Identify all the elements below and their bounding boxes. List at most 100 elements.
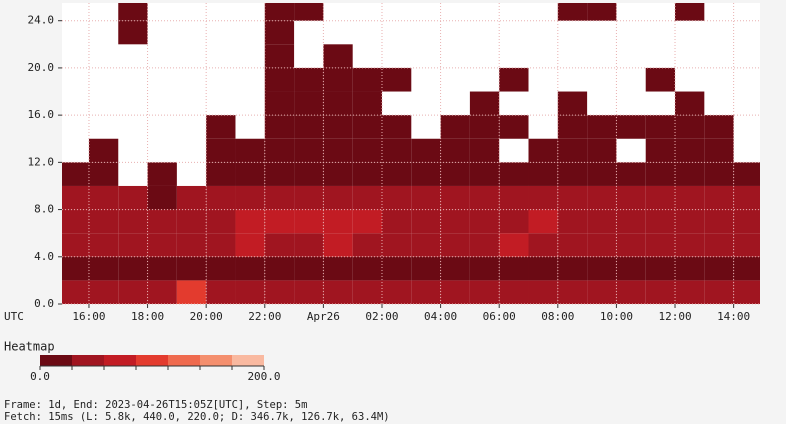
heatmap-cell [411, 185, 441, 210]
legend-swatch [104, 355, 136, 366]
heatmap-cell [675, 256, 705, 281]
heatmap-cell [528, 256, 558, 281]
heatmap-cell [587, 209, 617, 234]
heatmap-cell [235, 233, 265, 257]
x-tick-label: 02:00 [365, 310, 398, 323]
heatmap-cell [352, 67, 382, 92]
x-tick-label: 16:00 [72, 310, 105, 323]
heatmap-cell [176, 185, 207, 210]
heatmap-cell [587, 115, 617, 139]
legend-min: 0.0 [30, 370, 50, 383]
heatmap-cell [440, 185, 470, 210]
heatmap-cell [235, 185, 265, 210]
heatmap-cell [176, 233, 207, 257]
heatmap-cell [440, 233, 470, 257]
heatmap-cell [499, 233, 529, 257]
x-tick-label: 04:00 [424, 310, 457, 323]
heatmap-cell [88, 138, 119, 163]
heatmap-cell [294, 162, 324, 186]
heatmap-cell [235, 256, 265, 281]
heatmap-cell [440, 209, 470, 234]
x-tick-label: 08:00 [541, 310, 574, 323]
heatmap-cell [62, 162, 89, 186]
heatmap-cell [323, 115, 353, 139]
legend-swatch [72, 355, 104, 366]
heatmap-cell [88, 256, 119, 281]
y-tick-label: 4.0 [34, 250, 54, 263]
heatmap-cell [469, 162, 500, 186]
heatmap-cell [206, 209, 236, 234]
heatmap-cell [645, 138, 676, 163]
heatmap-cell [557, 256, 588, 281]
heatmap-cell [587, 280, 617, 304]
heatmap-cell [62, 209, 89, 234]
y-tick-label: 12.0 [28, 155, 55, 168]
heatmap-cell [557, 185, 588, 210]
heatmap-cell [294, 115, 324, 139]
heatmap-cell [411, 233, 441, 257]
heatmap-cell [528, 162, 558, 186]
heatmap-cell [557, 162, 588, 186]
heatmap-cell [675, 91, 705, 116]
heatmap-cell [557, 209, 588, 234]
heatmap-cell [206, 115, 236, 139]
heatmap-cell [264, 67, 295, 92]
heatmap-cell [557, 233, 588, 257]
x-tick-label: 10:00 [600, 310, 633, 323]
legend-swatch [232, 355, 264, 366]
heatmap-cell [323, 233, 353, 257]
heatmap-cell [411, 256, 441, 281]
heatmap-cell [323, 256, 353, 281]
heatmap-cell [528, 138, 558, 163]
heatmap-cell [147, 256, 177, 281]
heatmap-cell [176, 256, 207, 281]
heatmap-cell [352, 91, 382, 116]
heatmap-cell [264, 20, 295, 45]
heatmap-cell [440, 115, 470, 139]
heatmap-cell [440, 280, 470, 304]
heatmap-cell [206, 162, 236, 186]
heatmap-cell [206, 138, 236, 163]
heatmap-cell [499, 185, 529, 210]
x-tick-label: 22:00 [248, 310, 281, 323]
heatmap-cell [616, 233, 646, 257]
heatmap-cell [147, 185, 177, 210]
heatmap-cell [147, 280, 177, 304]
heatmap-cell [440, 162, 470, 186]
heatmap-cell [733, 209, 760, 234]
heatmap-cell [645, 209, 676, 234]
heatmap-cell [645, 162, 676, 186]
heatmap-cell [294, 233, 324, 257]
heatmap-cell [294, 3, 324, 21]
heatmap-cell [264, 256, 295, 281]
heatmap-cell [264, 209, 295, 234]
x-tick-label: 18:00 [131, 310, 164, 323]
heatmap-cell [499, 209, 529, 234]
heatmap-cell [118, 20, 148, 45]
heatmap-cell [587, 185, 617, 210]
heatmap-cell [675, 138, 705, 163]
heatmap-cell [557, 115, 588, 139]
heatmap-cell [587, 162, 617, 186]
heatmap-cell [62, 256, 89, 281]
heatmap-cell [381, 115, 412, 139]
heatmap-cell [616, 185, 646, 210]
heatmap-cell [587, 256, 617, 281]
heatmap-cell [645, 67, 676, 92]
heatmap-cell [323, 280, 353, 304]
heatmap-cell [587, 138, 617, 163]
footer-line: Fetch: 15ms (L: 5.8k, 440.0, 220.0; D: 3… [4, 411, 390, 423]
heatmap-cell [440, 138, 470, 163]
heatmap-cell [440, 256, 470, 281]
heatmap-cell [411, 280, 441, 304]
heatmap-cell [469, 256, 500, 281]
heatmap-cell [294, 138, 324, 163]
heatmap-cell [88, 209, 119, 234]
heatmap-cell [264, 44, 295, 68]
heatmap-cell [323, 67, 353, 92]
heatmap-cell [675, 3, 705, 21]
heatmap-cell [323, 44, 353, 68]
heatmap-cell [323, 91, 353, 116]
heatmap-cell [352, 209, 382, 234]
